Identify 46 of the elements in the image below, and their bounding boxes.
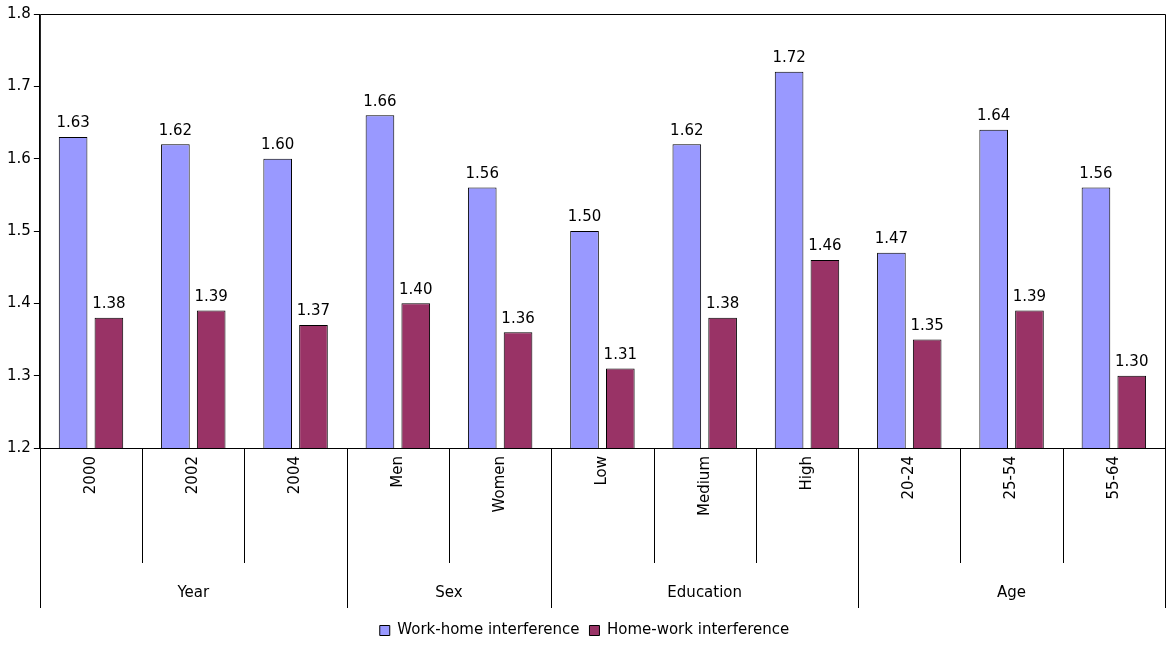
data-label: 1.31 <box>603 344 638 363</box>
y-tick-label: 1.5 <box>7 220 31 239</box>
data-label: 1.50 <box>567 207 602 226</box>
x-tick-label: Low <box>592 456 611 486</box>
data-label: 1.39 <box>194 286 228 305</box>
x-tick-label: High <box>796 456 815 491</box>
data-label: 1.60 <box>260 135 295 154</box>
data-label: 1.64 <box>976 106 1011 125</box>
x-tick-label: 2002 <box>183 456 202 495</box>
data-label: 1.56 <box>465 163 499 182</box>
y-tick-label: 1.2 <box>7 437 31 456</box>
y-tick-label: 1.3 <box>7 365 31 384</box>
x-tick-label: 2004 <box>285 456 304 495</box>
x-tick-label: 25-54 <box>1001 456 1020 500</box>
annotation: Year <box>176 582 210 601</box>
data-label: 1.63 <box>56 113 90 132</box>
data-label: 1.30 <box>1115 352 1149 371</box>
data-label: 1.56 <box>1079 163 1113 182</box>
data-label: 1.36 <box>501 308 535 327</box>
data-label: 1.40 <box>399 279 433 298</box>
data-label: 1.37 <box>296 301 331 320</box>
data-label: 1.62 <box>670 120 704 139</box>
x-tick-label: 2000 <box>80 456 99 495</box>
legend-label: Home-work interference <box>606 620 790 639</box>
annotation: Age <box>997 582 1027 601</box>
y-tick-label: 1.8 <box>7 3 31 22</box>
x-tick-label: Men <box>387 456 406 488</box>
data-label: 1.47 <box>874 229 909 248</box>
data-label: 1.72 <box>772 48 806 67</box>
x-tick-label: 55-64 <box>1103 456 1122 500</box>
data-label: 1.66 <box>363 91 397 110</box>
x-tick-label: Women <box>490 456 509 513</box>
x-tick-label: Medium <box>694 456 713 516</box>
y-tick-label: 1.4 <box>7 293 31 312</box>
x-tick-label: 20-24 <box>899 456 918 500</box>
legend-label: Work-home interference <box>397 620 580 639</box>
annotation: Sex <box>435 582 463 601</box>
data-label: 1.38 <box>92 294 126 313</box>
data-label: 1.39 <box>1012 286 1047 305</box>
annotation: Education <box>667 582 743 601</box>
y-tick-label: 1.7 <box>7 76 31 95</box>
y-tick-label: 1.6 <box>7 148 31 167</box>
data-label: 1.38 <box>705 294 740 313</box>
data-label: 1.62 <box>158 120 193 139</box>
data-label: 1.46 <box>808 236 842 255</box>
data-label: 1.35 <box>910 315 944 334</box>
